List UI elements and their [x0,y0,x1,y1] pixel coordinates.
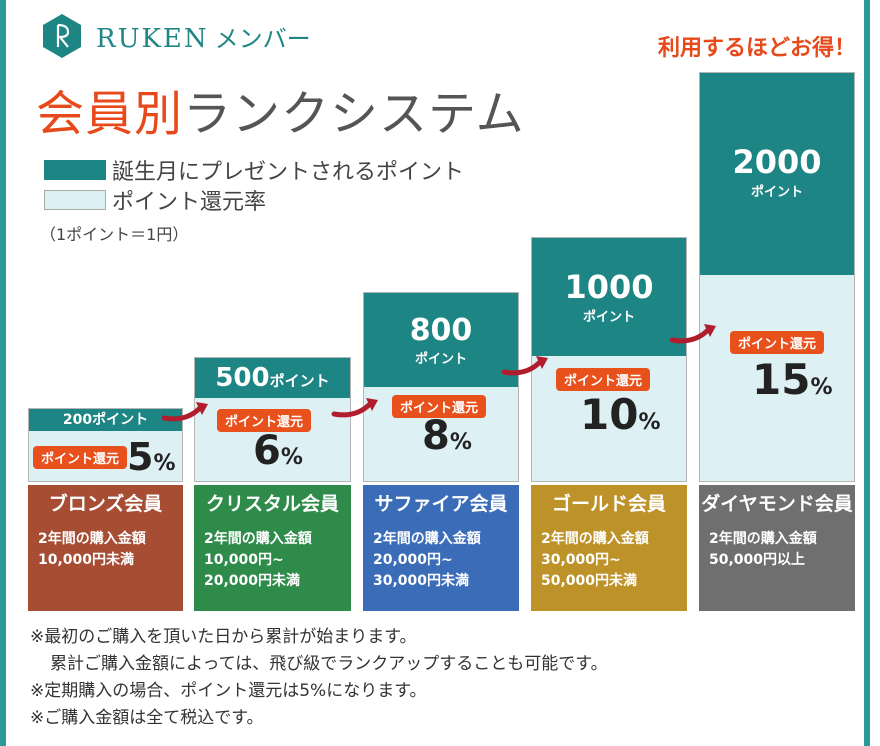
rank-description: 2年間の購入金額 30,000円~ 50,000円未満 [531,529,687,592]
sapphire-points-unit: ポイント [414,352,467,367]
rank-desc-label: 2年間の購入金額 [373,531,481,547]
legend-note: （1ポイント＝1円） [40,225,189,244]
legend: 誕生月にプレゼントされるポイント ポイント還元率 （1ポイント＝1円） [40,155,464,245]
arrow-icon-crystal-to-sapphire [331,398,378,418]
rank-card-gold: ゴールド会員 2年間の購入金額 30,000円~ 50,000円未満 [531,485,687,611]
legend-label-points: 誕生月にプレゼントされるポイント [112,160,465,185]
rank-name: ダイヤモンド会員 [701,493,853,515]
rank-desc-range: 10,000円~ 20,000円未満 [204,552,301,589]
crystal-points: 500 [215,363,270,393]
gold-rate: 10% [580,390,661,439]
page-title: 会員別ランクシステム [36,74,525,144]
rank-desc-range: 30,000円~ 50,000円未満 [541,552,638,589]
diamond-rate-badge: ポイント還元 [730,331,825,354]
legend-item-points: 誕生月にプレゼントされるポイント [44,155,464,185]
sapphire-points-band: 800 ポイント [364,293,518,387]
rank-desc-range: 10,000円未満 [38,552,135,568]
legend-swatch-light [44,190,106,210]
crystal-rate: 6% [253,428,303,474]
footnote: 累計ご購入金額によっては、飛び級でランクアップすることも可能です。 [50,654,608,674]
footnotes: ※最初のご購入を頂いた日から累計が始まります。 累計ご購入金額によっては、飛び級… [30,624,608,732]
rank-description: 2年間の購入金額 10,000円未満 [28,529,183,571]
rank-name: ブロンズ会員 [48,493,163,515]
sapphire-points: 800 [409,313,473,348]
rank-card-bronze: ブロンズ会員 2年間の購入金額 10,000円未満 [28,485,183,611]
gold-points-unit: ポイント [582,310,635,325]
crystal-column: 500ポイント ポイント還元 6% [194,357,351,482]
bronze-points-unit: ポイント [92,412,149,428]
gold-points: 1000 [564,268,654,306]
rank-card-crystal: クリスタル会員 2年間の購入金額 10,000円~ 20,000円未満 [194,485,351,611]
bronze-column: 200ポイント ポイント還元 5% [28,408,183,482]
rank-desc-range: 50,000円以上 [709,552,806,568]
legend-item-rate: ポイント還元率 [44,185,464,215]
title-accent: 会員別 [36,86,184,142]
gold-points-band: 1000 ポイント [532,238,686,356]
arrow-icon-gold-to-diamond [669,324,716,344]
bronze-points-band: 200ポイント [29,409,182,431]
title-rest: ランクシステム [183,86,525,142]
rank-description: 2年間の購入金額 20,000円~ 30,000円未満 [363,529,519,592]
tagline: 利用するほどお得！ [657,36,856,61]
rank-name: クリスタル会員 [205,493,339,515]
rank-desc-range: 20,000円~ 30,000円未満 [373,552,470,589]
rank-description: 2年間の購入金額 50,000円以上 [699,529,855,571]
footnote: ※最初のご購入を頂いた日から累計が始まります。 [30,627,417,647]
rank-desc-label: 2年間の購入金額 [709,531,817,547]
rank-desc-label: 2年間の購入金額 [541,531,649,547]
diamond-points: 2000 [732,143,822,181]
gold-column: 1000 ポイント ポイント還元 10% [531,237,687,482]
bronze-rate-badge: ポイント還元 [33,446,128,469]
diamond-column: 2000 ポイント ポイント還元 15% [699,72,855,482]
sapphire-rate-badge: ポイント還元 [392,395,487,418]
crystal-points-unit: ポイント [269,372,330,390]
bronze-points: 200 [62,412,93,428]
brand-logo: RUKEN メンバー [38,12,311,60]
arrow-icon-sapphire-to-gold [501,356,548,376]
legend-swatch-teal [44,160,106,180]
sapphire-rate: 8% [422,413,472,459]
rank-desc-label: 2年間の購入金額 [204,531,312,547]
rank-name: サファイア会員 [374,493,508,515]
crystal-points-band: 500ポイント [195,358,350,398]
bronze-rate: 5% [127,435,176,479]
footnote: ※ご購入金額は全て税込です。 [30,708,264,728]
rank-description: 2年間の購入金額 10,000円~ 20,000円未満 [194,529,351,592]
diamond-points-band: 2000 ポイント [700,73,854,275]
diamond-rate: 15% [752,355,833,404]
brand-sub: メンバー [214,24,311,53]
sapphire-column: 800 ポイント ポイント還元 8% [363,292,519,482]
diamond-points-unit: ポイント [750,185,803,200]
legend-label-rate: ポイント還元率 [112,190,267,215]
rank-desc-label: 2年間の購入金額 [38,531,146,547]
rank-card-diamond: ダイヤモンド会員 2年間の購入金額 50,000円以上 [699,485,855,611]
arrow-icon-bronze-to-crystal [161,402,208,422]
ruken-logo-icon [43,14,81,58]
gold-rate-badge: ポイント還元 [556,368,651,391]
rank-name: ゴールド会員 [551,493,666,515]
footnote: ※定期購入の場合、ポイント還元は5%になります。 [30,681,427,701]
crystal-rate-badge: ポイント還元 [217,409,312,432]
brand-name: RUKEN メンバー [96,23,311,54]
rank-card-sapphire: サファイア会員 2年間の購入金額 20,000円~ 30,000円未満 [363,485,519,611]
